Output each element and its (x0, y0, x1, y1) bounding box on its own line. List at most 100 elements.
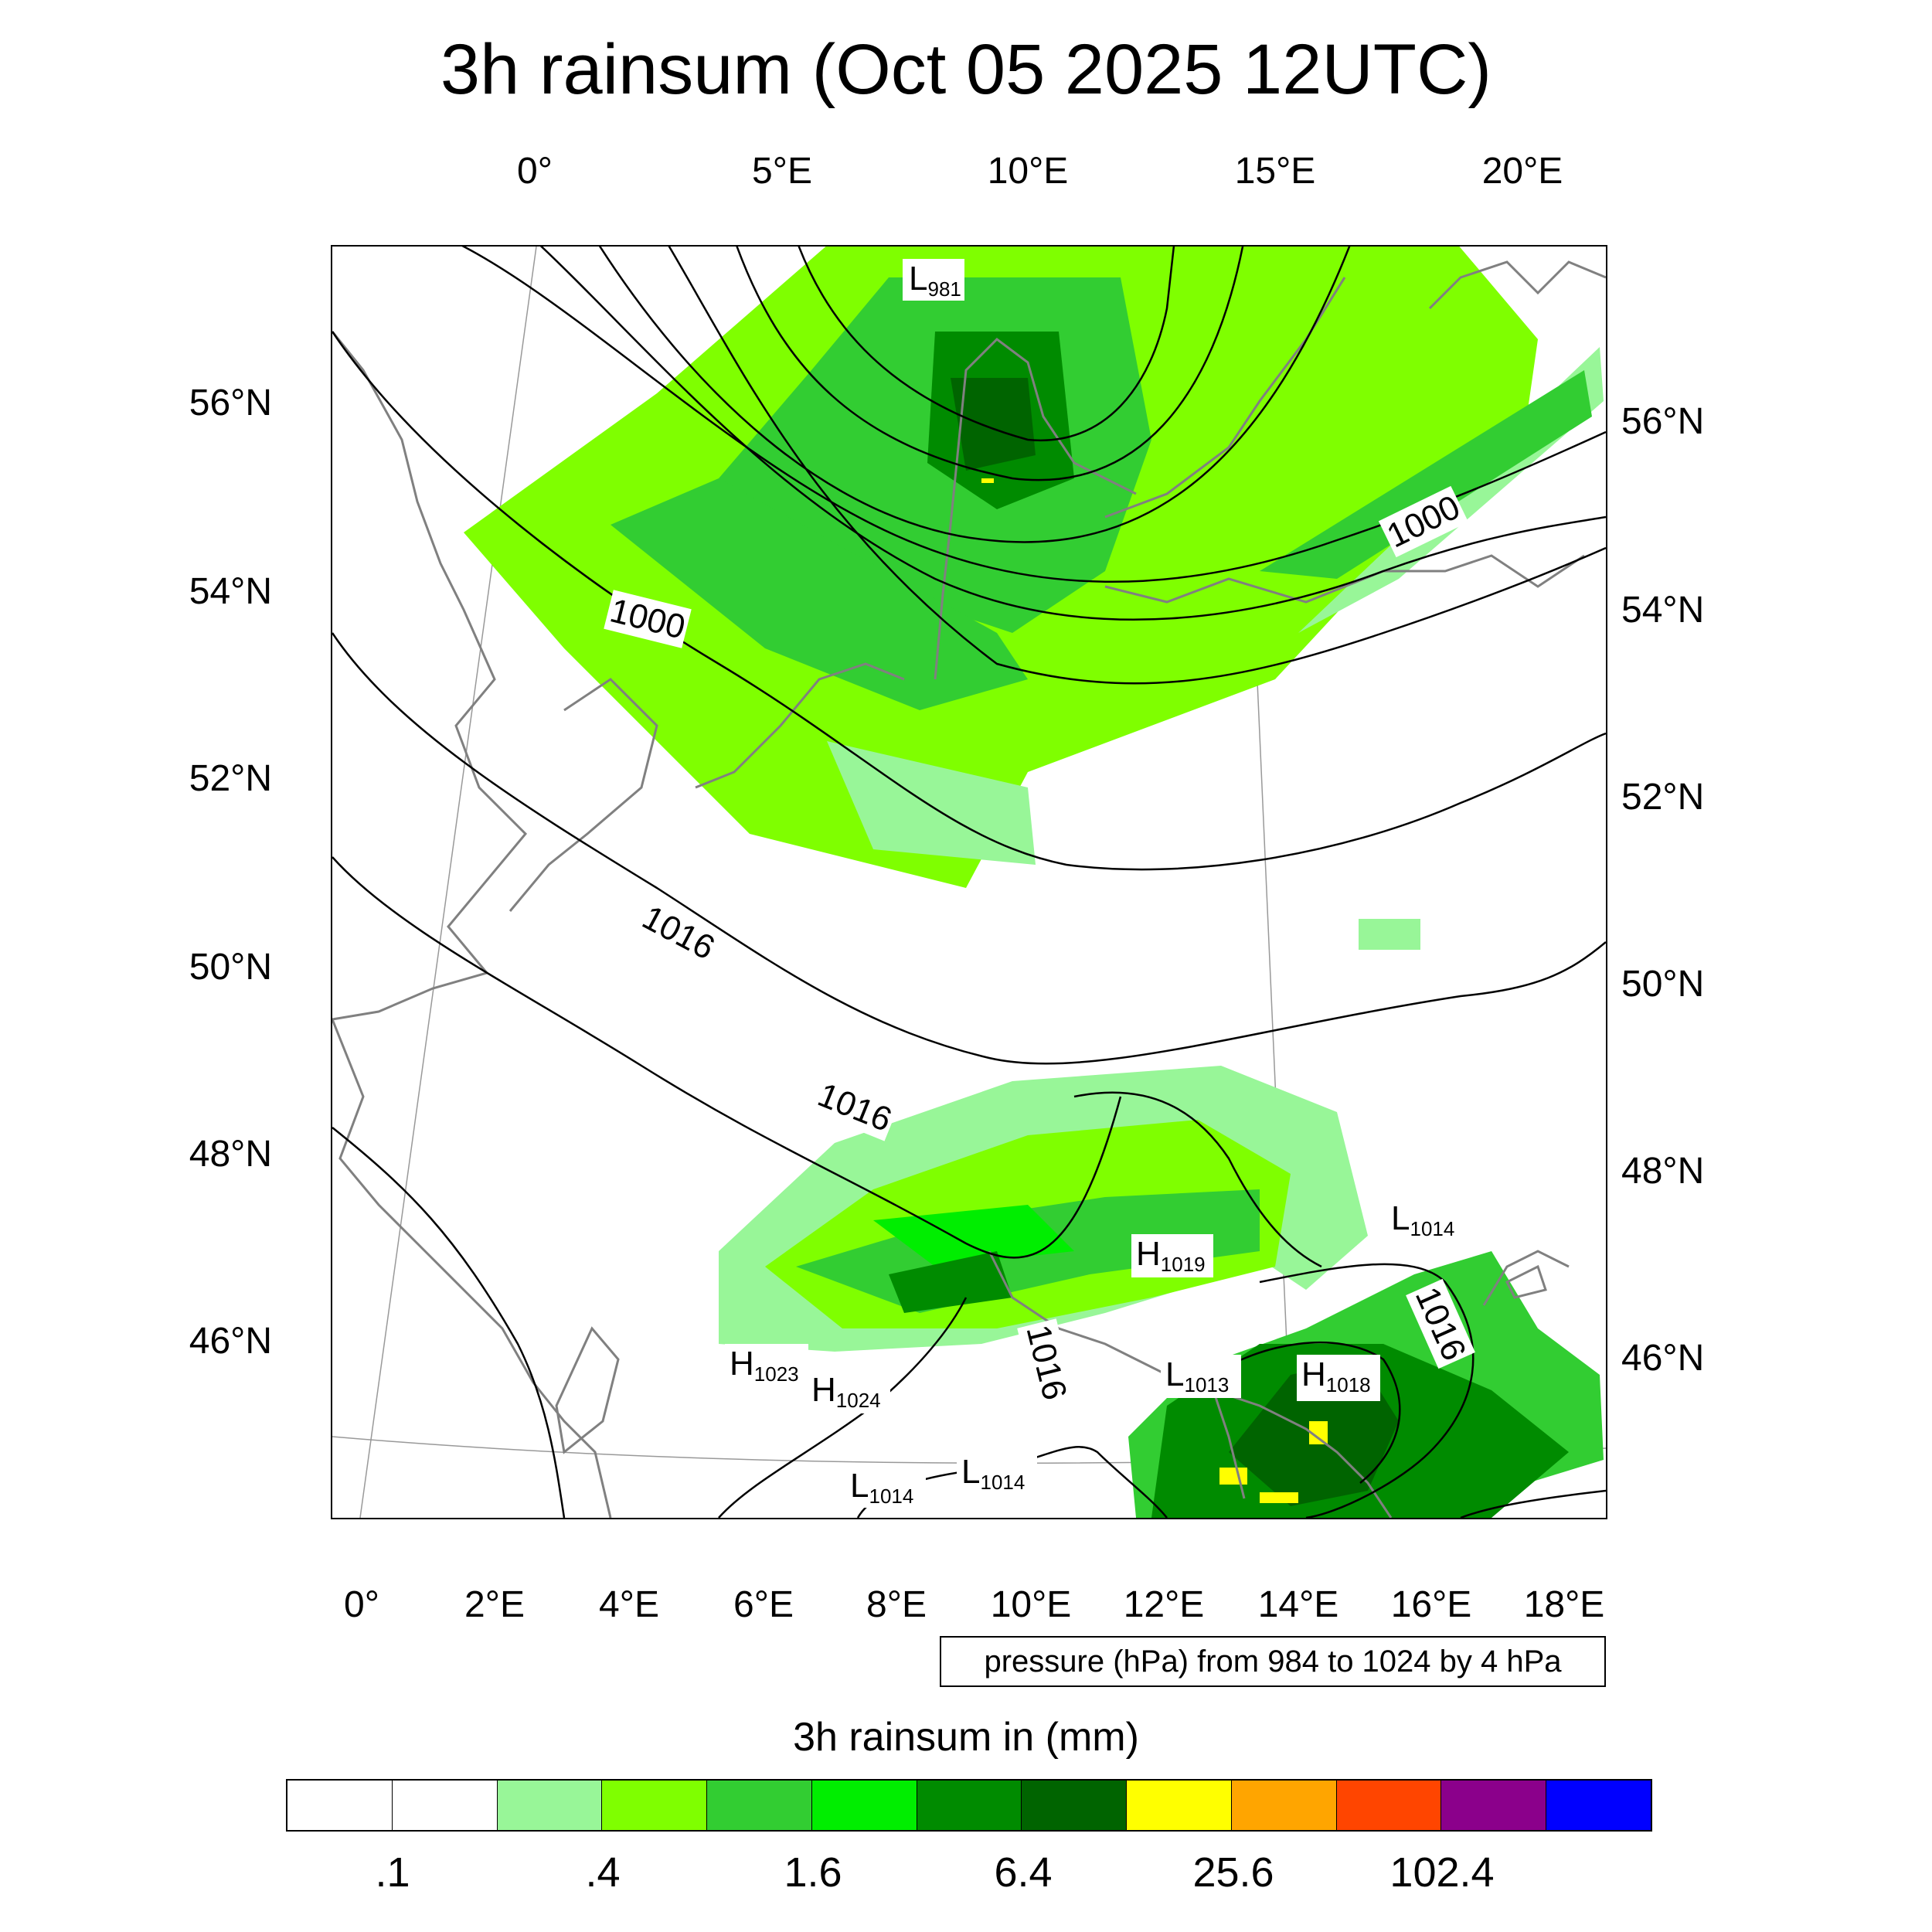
coastline (695, 662, 905, 789)
right-lat-label: 54°N (1621, 590, 1705, 631)
pressure-center: L1013 (1161, 1355, 1241, 1398)
chart-title: 3h rainsum (Oct 05 2025 12UTC) (440, 30, 1492, 109)
bottom-lon-label: 4°E (599, 1584, 659, 1625)
svg-text:L1014: L1014 (1391, 1199, 1454, 1240)
svg-text:H1018: H1018 (1301, 1355, 1371, 1396)
isobar-label: 1016 (636, 898, 720, 967)
isobar (1460, 1489, 1607, 1519)
top-lon-label: 10°E (987, 151, 1069, 192)
svg-text:L1014: L1014 (961, 1453, 1025, 1494)
colorbar-title: 3h rainsum in (mm) (793, 1715, 1139, 1760)
pressure-center: L981 (903, 259, 964, 301)
colorbar (286, 1779, 1652, 1832)
left-lat-label: 54°N (189, 571, 272, 612)
svg-text:L1013: L1013 (1165, 1355, 1229, 1396)
right-lat-label: 50°N (1621, 964, 1705, 1005)
right-lat-label: 48°N (1621, 1151, 1705, 1192)
colorbar-segment (707, 1781, 812, 1830)
coastline (934, 338, 1137, 680)
colorbar-label: 25.6 (1192, 1849, 1274, 1896)
isobar (1213, 1341, 1401, 1484)
right-lat-label: 46°N (1621, 1338, 1705, 1379)
contour-info-box: pressure (hPa) from 984 to 1024 by 4 hPa (940, 1636, 1606, 1687)
colorbar-segment (1231, 1781, 1337, 1830)
colorbar-segment (1441, 1781, 1547, 1830)
colorbar-label: .4 (585, 1849, 621, 1896)
left-lat-label: 48°N (189, 1134, 272, 1175)
colorbar-segment (811, 1781, 917, 1830)
island-coastline (555, 1326, 620, 1454)
precipitation-south (719, 1066, 1604, 1518)
colorbar-segment (1022, 1781, 1128, 1830)
left-lat-label: 50°N (189, 947, 272, 988)
island-coastline (1505, 1264, 1547, 1299)
colorbar-segment (1336, 1781, 1442, 1830)
svg-text:H1019: H1019 (1136, 1235, 1206, 1276)
colorbar-label: 1.6 (784, 1849, 842, 1896)
isobar-label: 1016 (812, 1076, 896, 1139)
isobar (663, 238, 1607, 685)
svg-text:H1024: H1024 (811, 1371, 881, 1412)
isobar (331, 331, 1607, 871)
isobar (1073, 1091, 1322, 1268)
left-lat-label: 56°N (189, 383, 272, 423)
isobar (594, 238, 1354, 543)
isobar-label: 1016 (1019, 1321, 1073, 1404)
isobar (332, 856, 1122, 1259)
bottom-lon-label: 14°E (1257, 1584, 1339, 1625)
pressure-center: H1024 (807, 1370, 890, 1413)
colorbar-segment (287, 1781, 393, 1830)
colorbar-segment (917, 1781, 1022, 1830)
pressure-center: H1018 (1297, 1355, 1380, 1401)
isobar (733, 238, 1246, 481)
coastlines (331, 260, 1607, 1519)
bottom-lon-label: 6°E (733, 1584, 794, 1625)
left-lat-label: 46°N (189, 1321, 272, 1362)
svg-text:H1023: H1023 (730, 1345, 799, 1386)
bottom-lon-label: 10°E (990, 1584, 1072, 1625)
coastline (1212, 1389, 1246, 1499)
colorbar-segment (602, 1781, 708, 1830)
bottom-lon-label: 12°E (1123, 1584, 1205, 1625)
coastline (331, 331, 528, 1021)
coastline (331, 1019, 612, 1519)
colorbar-label: .1 (375, 1849, 410, 1896)
top-lon-label: 5°E (752, 151, 812, 192)
pressure-centers: L981 L1014 H1019 H1023 H1024 L1013 (725, 259, 1465, 1508)
colorbar-label: 6.4 (994, 1849, 1053, 1896)
top-lon-label: 0° (517, 151, 553, 192)
meridian-line (359, 246, 537, 1519)
isobar (1259, 1263, 1475, 1519)
bottom-lon-label: 18°E (1523, 1584, 1605, 1625)
colorbar-label: 102.4 (1389, 1849, 1495, 1896)
colorbar-segment (1127, 1781, 1232, 1830)
right-lat-label: 56°N (1621, 401, 1705, 442)
isobars (331, 237, 1607, 1519)
svg-text:L981: L981 (909, 260, 961, 301)
isobar (532, 238, 1607, 621)
isobar (331, 632, 1607, 1065)
coastline (1428, 260, 1607, 310)
top-lon-label: 15°E (1234, 151, 1316, 192)
svg-text:L1014: L1014 (850, 1467, 913, 1508)
coastline (1482, 1250, 1570, 1306)
map-canvas: 1000 1000 1016 1016 1016 1016 (331, 237, 1607, 1519)
pressure-center: L1014 (1386, 1199, 1465, 1240)
isobar (332, 1127, 566, 1519)
bottom-lon-label: 8°E (866, 1584, 927, 1625)
coastline (509, 678, 658, 912)
pressure-center: H1019 (1131, 1234, 1213, 1277)
bottom-lon-label: 16°E (1390, 1584, 1472, 1625)
bottom-lon-label: 2°E (464, 1584, 525, 1625)
colorbar-segment (497, 1781, 603, 1830)
isobar (794, 238, 1176, 442)
map-panel: 1000 1000 1016 1016 1016 1016 (331, 237, 1607, 1519)
top-lon-label: 20°E (1481, 151, 1563, 192)
isobar (447, 237, 1607, 583)
pressure-center: L1014 (957, 1452, 1037, 1494)
left-lat-label: 52°N (189, 758, 272, 799)
pressure-center: L1014 (845, 1466, 926, 1508)
colorbar-segment (392, 1781, 498, 1830)
right-lat-label: 52°N (1621, 777, 1705, 818)
colorbar-segment (1546, 1781, 1651, 1830)
